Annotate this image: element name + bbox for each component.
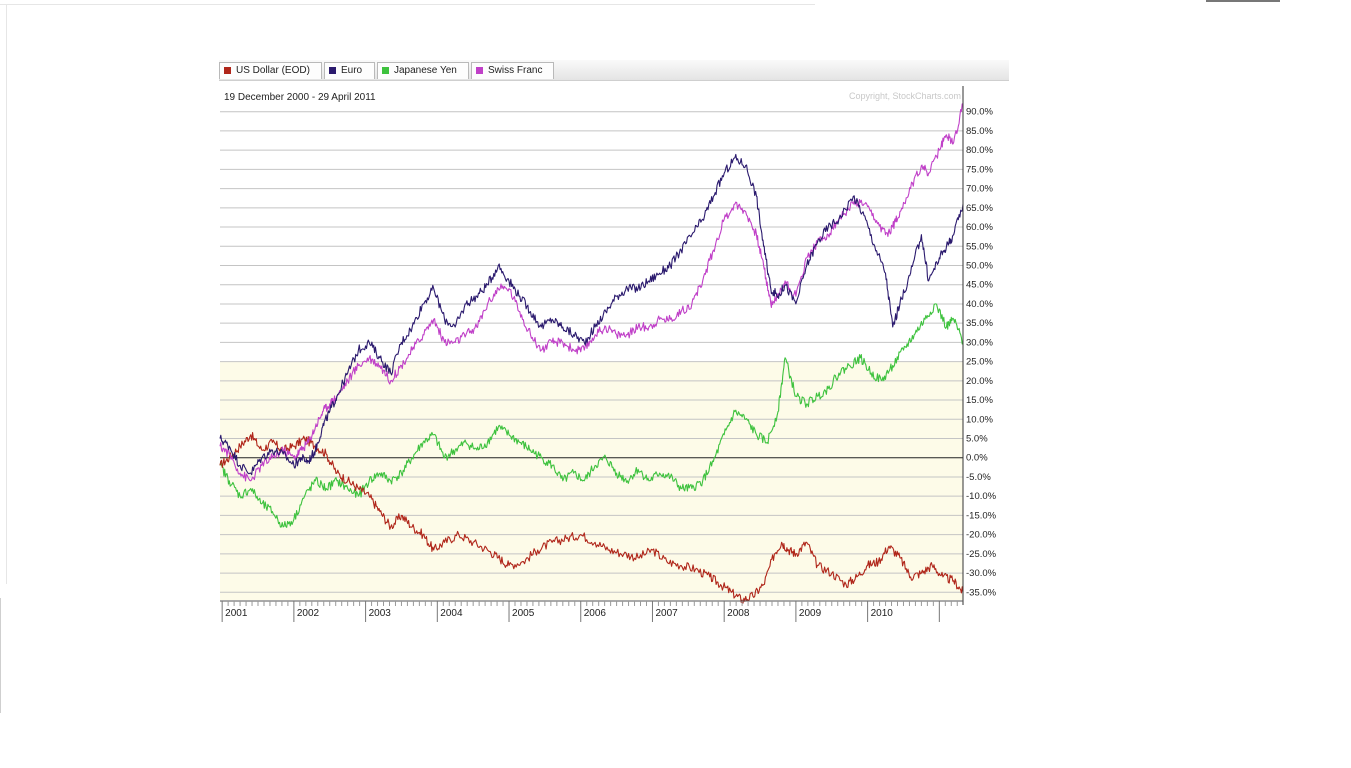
x-tick-label: 2003 bbox=[369, 608, 392, 619]
x-tick-label: 2005 bbox=[512, 608, 535, 619]
x-tick-label: 2006 bbox=[584, 608, 607, 619]
axes: 90.0% 85.0% 80.0% 75.0% 70.0% 65.0% 60.0% 55.0%… bbox=[220, 86, 997, 622]
y-tick-label: 0.0% bbox=[966, 453, 988, 464]
legend-item-euro[interactable]: Euro bbox=[324, 62, 375, 79]
chart-background bbox=[220, 104, 963, 600]
legend-item-chf[interactable]: Swiss Franc bbox=[471, 62, 554, 79]
series-line-japanese-yen bbox=[219, 303, 964, 528]
y-tick-label: 75.0% bbox=[966, 164, 993, 175]
left-border-line bbox=[6, 4, 7, 584]
series-line-euro bbox=[219, 153, 964, 476]
left-border-line-lower bbox=[0, 598, 1, 713]
y-tick-label: 50.0% bbox=[966, 260, 993, 271]
legend-swatch-chf bbox=[476, 67, 483, 74]
series-lines bbox=[219, 103, 964, 604]
x-tick-label: 2009 bbox=[799, 608, 822, 619]
y-tick-label: -10.0% bbox=[966, 491, 997, 502]
y-tick-label: 5.0% bbox=[966, 434, 988, 445]
y-tick-label: 35.0% bbox=[966, 318, 993, 329]
gridlines bbox=[220, 111, 963, 593]
y-tick-label: 55.0% bbox=[966, 241, 993, 252]
legend-label-usd: US Dollar (EOD) bbox=[236, 65, 310, 76]
y-tick-label: 20.0% bbox=[966, 376, 993, 387]
y-tick-label: -5.0% bbox=[966, 472, 991, 483]
y-tick-label: 40.0% bbox=[966, 299, 993, 310]
legend-swatch-yen bbox=[382, 67, 389, 74]
y-tick-label: 60.0% bbox=[966, 222, 993, 233]
chart-watermark: Copyright, StockCharts.com bbox=[849, 91, 961, 101]
legend-label-chf: Swiss Franc bbox=[488, 65, 543, 76]
chart-legend: US Dollar (EOD) Euro Japanese Yen Swiss … bbox=[219, 60, 1009, 81]
y-tick-label: 85.0% bbox=[966, 126, 993, 137]
x-tick-label: 2002 bbox=[297, 608, 320, 619]
x-tick-label: 2004 bbox=[440, 608, 463, 619]
y-tick-label: 25.0% bbox=[966, 357, 993, 368]
y-tick-label: 45.0% bbox=[966, 280, 993, 291]
y-tick-label: 80.0% bbox=[966, 145, 993, 156]
top-border-line bbox=[0, 4, 815, 5]
chart-title: 19 December 2000 - 29 April 2011 bbox=[224, 92, 376, 103]
legend-label-yen: Japanese Yen bbox=[394, 65, 457, 76]
x-tick-label: 2007 bbox=[655, 608, 678, 619]
series-line-us-dollar-eod bbox=[219, 432, 964, 604]
y-tick-label: -25.0% bbox=[966, 549, 997, 560]
legend-label-euro: Euro bbox=[341, 65, 363, 76]
y-tick-label: 65.0% bbox=[966, 203, 993, 214]
legend-item-usd[interactable]: US Dollar (EOD) bbox=[219, 62, 322, 79]
x-tick-label: 2008 bbox=[727, 608, 750, 619]
legend-swatch-euro bbox=[329, 67, 336, 74]
legend-swatch-usd bbox=[224, 67, 231, 74]
y-tick-label: 10.0% bbox=[966, 414, 993, 425]
y-tick-label: -30.0% bbox=[966, 568, 997, 579]
legend-item-yen[interactable]: Japanese Yen bbox=[377, 62, 469, 79]
y-tick-label: -35.0% bbox=[966, 587, 997, 598]
y-tick-label: 90.0% bbox=[966, 107, 993, 118]
y-tick-label: 70.0% bbox=[966, 184, 993, 195]
y-tick-label: 15.0% bbox=[966, 395, 993, 406]
x-tick-label: 2001 bbox=[225, 608, 248, 619]
x-tick-label: 2010 bbox=[871, 608, 894, 619]
y-tick-label: -15.0% bbox=[966, 510, 997, 521]
y-tick-label: 30.0% bbox=[966, 337, 993, 348]
y-tick-label: -20.0% bbox=[966, 530, 997, 541]
top-right-mark bbox=[1206, 0, 1280, 2]
